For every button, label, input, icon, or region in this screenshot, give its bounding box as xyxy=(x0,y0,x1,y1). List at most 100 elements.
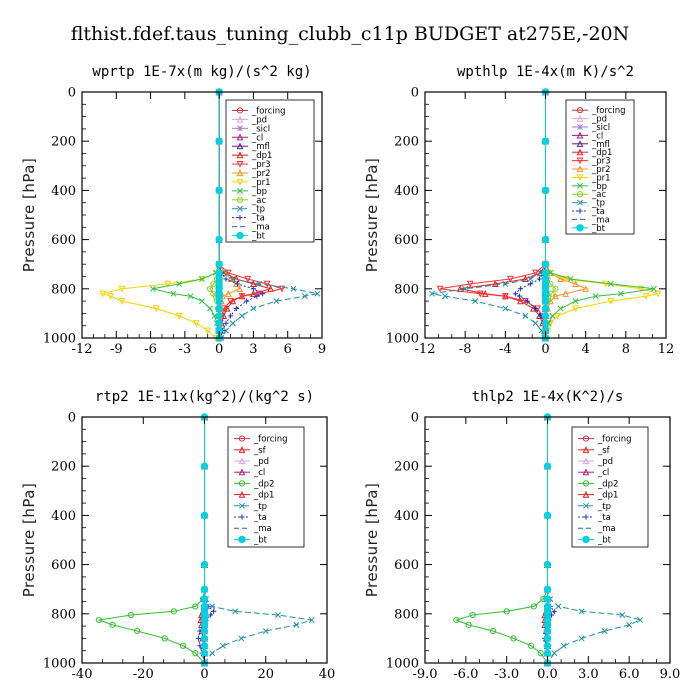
legend-label: _sf xyxy=(253,446,267,456)
data-point xyxy=(532,320,539,327)
data-point xyxy=(543,649,552,657)
panel-title: thlp2 1E-4x(K^2)/s xyxy=(472,389,624,405)
data-point xyxy=(99,290,106,298)
legend: _forcing_sf_pd_cl_dp2 _dp1_tp_ta_ma_bt xyxy=(227,426,305,548)
y-axis-label: Pressure [hPa] xyxy=(20,158,38,273)
legend-item: _pr3 xyxy=(232,160,271,170)
data-point xyxy=(537,650,544,657)
legend-label: _pd xyxy=(597,457,613,467)
data-point xyxy=(541,186,550,195)
y-tick-label: 1000 xyxy=(43,332,76,347)
data-point xyxy=(619,612,626,618)
data-point xyxy=(607,298,615,305)
data-point xyxy=(223,276,229,282)
data-point xyxy=(243,298,250,304)
data-point xyxy=(601,628,608,634)
x-tick-label: 3.0 xyxy=(578,667,599,682)
x-tick-label: -3.0 xyxy=(494,667,519,682)
data-point xyxy=(543,462,552,470)
data-point xyxy=(170,290,177,297)
legend-item: _tp xyxy=(234,502,267,512)
legend-label: _pr1 xyxy=(251,178,271,188)
legend-label: _forcing xyxy=(597,435,632,445)
legend-item: _forcing xyxy=(578,435,632,445)
series-tp xyxy=(429,89,549,341)
legend-label: _tp xyxy=(253,502,267,512)
legend-item: _cl xyxy=(578,468,609,478)
data-point xyxy=(502,305,509,312)
legend-label: _pr3 xyxy=(591,157,611,167)
data-point xyxy=(472,298,479,305)
data-point xyxy=(650,285,657,292)
data-point xyxy=(543,634,552,643)
data-point xyxy=(308,616,315,623)
data-point xyxy=(592,293,599,300)
legend-label: _pr2 xyxy=(591,165,611,175)
legend-box xyxy=(227,426,305,548)
series-bt xyxy=(215,88,223,342)
data-point xyxy=(572,298,579,305)
data-point xyxy=(314,290,321,297)
data-point xyxy=(532,269,539,277)
data-point xyxy=(223,320,229,326)
x-tick-label: -3 xyxy=(179,342,192,357)
data-point xyxy=(175,312,183,320)
data-point xyxy=(578,635,585,642)
data-point xyxy=(582,285,590,292)
series-line xyxy=(454,417,548,664)
x-tick-label: 6.0 xyxy=(619,667,640,682)
data-point xyxy=(215,304,223,313)
legend-item: _mfl xyxy=(232,142,270,152)
y-tick-label: 600 xyxy=(51,558,76,573)
data-point xyxy=(517,286,523,292)
legend-item: _ma xyxy=(578,524,616,534)
legend-label: _forcing xyxy=(251,106,286,116)
legend-label: _tp xyxy=(591,199,605,209)
data-point xyxy=(532,305,539,312)
legend-label: _tp xyxy=(251,205,265,215)
data-point xyxy=(301,293,308,300)
series-dp2 xyxy=(95,413,208,667)
legend-label: _pr3 xyxy=(251,160,271,170)
panel-title: wpthlp 1E-4x(m K)/s^2 xyxy=(457,64,634,80)
legend-item: _bt xyxy=(232,232,266,242)
series-bt xyxy=(541,88,550,342)
data-point xyxy=(489,627,497,635)
y-tick-label: 600 xyxy=(394,233,419,248)
legend-item: _pd xyxy=(232,115,267,125)
legend-item: _sf xyxy=(578,446,611,456)
data-point xyxy=(617,290,624,297)
x-tick-label: -20 xyxy=(133,667,154,682)
data-point xyxy=(200,649,209,657)
data-point xyxy=(206,285,214,292)
data-point xyxy=(543,595,552,603)
y-tick-label: 400 xyxy=(51,509,76,524)
legend-item: _ma xyxy=(232,223,270,233)
x-tick-label: -9.0 xyxy=(412,667,437,682)
data-point xyxy=(250,286,257,292)
data-point xyxy=(527,276,534,282)
data-point xyxy=(557,275,564,283)
data-point xyxy=(200,595,209,603)
data-point xyxy=(149,285,156,292)
panel-thlp2: thlp2 1E-4x(K^2)/s Pressure [hPa] -9.0 -6.0… xyxy=(363,389,680,682)
x-tick-label: -12 xyxy=(415,342,436,357)
data-point xyxy=(527,281,534,287)
series-dp2 xyxy=(453,413,551,667)
y-tick-label: 600 xyxy=(51,233,76,248)
data-point xyxy=(236,285,244,292)
legend-item: _ma xyxy=(572,215,610,225)
x-tick-label: 9 xyxy=(318,342,326,357)
data-point xyxy=(522,312,529,319)
data-point xyxy=(215,269,223,277)
data-point xyxy=(551,650,558,657)
data-point xyxy=(211,608,217,614)
legend-label: _cl xyxy=(591,131,603,141)
panel-title: wprtp 1E-7x(m kg)/(s^2 kg) xyxy=(92,64,311,80)
data-point xyxy=(238,293,246,300)
legend-label: _mfl xyxy=(251,142,270,152)
x-tick-label: 0 xyxy=(200,667,208,682)
legend-label: _dp1 xyxy=(591,148,612,158)
legend: _forcing_pd_sicl_cl_mfl_dp1_pr3_pr2_pr1_… xyxy=(565,99,635,235)
data-point xyxy=(543,642,552,650)
